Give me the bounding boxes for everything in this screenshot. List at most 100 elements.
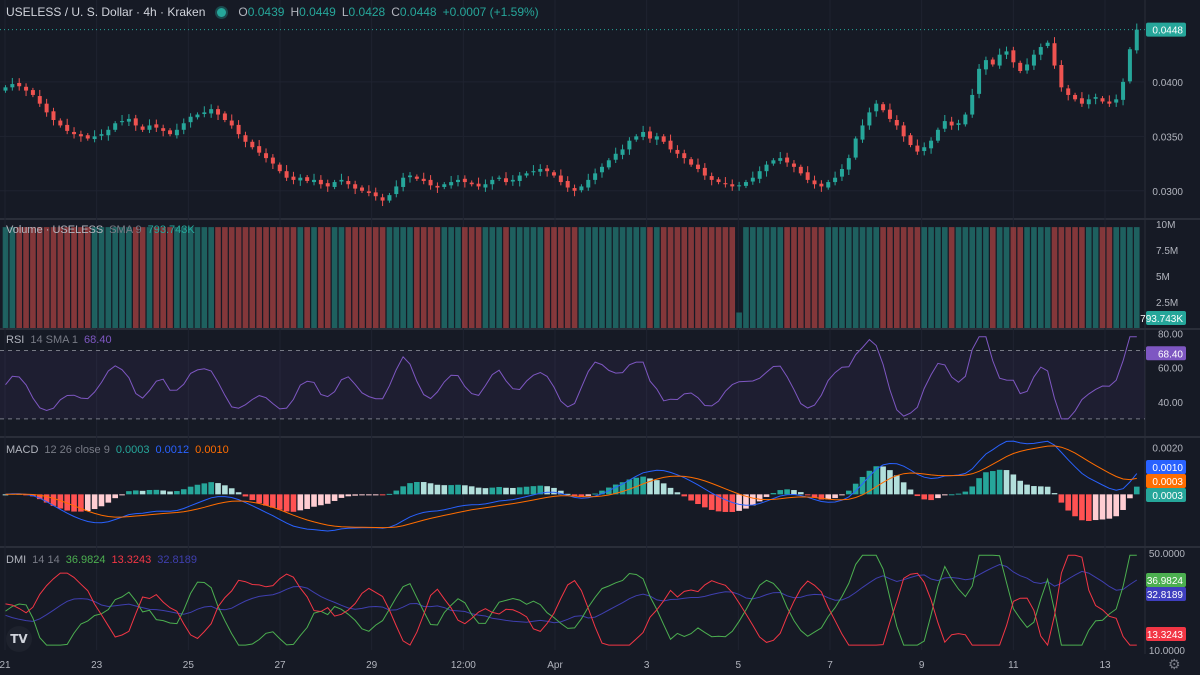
candle-body <box>380 197 385 201</box>
candle <box>1121 78 1126 106</box>
candle-body <box>565 180 570 188</box>
macd-hist-bar <box>448 485 454 495</box>
macd-hist-bar <box>941 494 948 496</box>
volume-bar <box>1031 227 1037 328</box>
volume-bar <box>427 227 434 328</box>
candle-body <box>92 136 97 140</box>
volume-bar <box>468 227 475 328</box>
candle-body <box>963 114 968 125</box>
candle <box>737 181 742 191</box>
symbol-title[interactable]: USELESS / U. S. Dollar · 4h · Kraken <box>6 5 206 19</box>
macd-hist-bar <box>455 484 461 495</box>
macd-hist-bar <box>599 490 605 495</box>
candle <box>750 171 755 185</box>
volume-bar <box>852 227 859 328</box>
macd-hist-bar <box>640 476 646 495</box>
candle <box>839 164 844 181</box>
candle <box>126 114 131 126</box>
volume-bar <box>503 227 509 328</box>
candle <box>791 160 796 173</box>
candle <box>579 184 584 193</box>
candle <box>620 144 625 160</box>
candle-body <box>312 179 317 183</box>
candle <box>305 174 310 184</box>
candle-body <box>1073 94 1078 100</box>
candle-body <box>977 68 982 94</box>
volume-bar <box>393 227 400 328</box>
candle <box>113 121 118 132</box>
candle-body <box>291 176 296 180</box>
macd-hist-bar <box>468 486 475 495</box>
candle-body <box>298 177 303 181</box>
macd-hist-bar <box>708 494 715 510</box>
time-tick-label: Apr <box>547 660 563 671</box>
candle-body <box>277 164 282 172</box>
candle-body <box>647 131 652 139</box>
candle <box>360 185 365 193</box>
candle <box>634 134 639 142</box>
volume-bar <box>612 227 619 328</box>
macd-hist-bar <box>612 484 619 495</box>
candle-body <box>620 149 625 155</box>
volume-bar <box>359 227 365 328</box>
volume-bar <box>1120 227 1126 328</box>
candle-body <box>346 180 351 185</box>
macd-hist-bar <box>105 494 112 503</box>
rsi-line <box>5 336 1137 420</box>
candle-body <box>908 135 913 146</box>
macd-hist-bar <box>187 486 194 495</box>
volume-bar <box>846 227 852 328</box>
volume-bar <box>263 227 269 328</box>
macd-hist-bar <box>846 490 852 495</box>
macd-title: MACD <box>6 444 39 456</box>
macd-hist-bar <box>379 494 386 496</box>
macd-hist-bar <box>736 494 742 511</box>
volume-bar <box>1127 227 1133 328</box>
time-tick-label: 3 <box>644 660 650 671</box>
candle-body <box>654 136 659 140</box>
candle-body <box>750 177 755 182</box>
volume-bar <box>126 227 132 328</box>
volume-bar <box>482 227 489 328</box>
volume-params: SMA 9 <box>109 224 142 236</box>
macd-hist-bar <box>1017 480 1024 495</box>
candle <box>1107 95 1112 107</box>
macd-hist-bar <box>1106 494 1113 519</box>
candle-body <box>99 134 104 136</box>
tradingview-logo[interactable]: TV <box>6 626 32 652</box>
rsi-last-badge: 68.40 <box>1146 346 1186 361</box>
dmi-legend[interactable]: DMI 14 14 36.9824 13.3243 32.8189 <box>6 554 197 566</box>
volume-bar <box>1113 227 1120 328</box>
candle-body <box>442 184 447 187</box>
volume-bar <box>777 227 784 328</box>
candle-body <box>627 140 632 150</box>
candle-body <box>819 183 824 187</box>
macd-hist-bar <box>989 471 996 495</box>
macd-hist-bar <box>647 478 653 495</box>
candle <box>3 85 8 93</box>
candle-body <box>30 90 35 95</box>
candle-body <box>682 153 687 159</box>
volume-bar <box>228 227 235 328</box>
candle-body <box>421 178 426 181</box>
volume-bar <box>818 227 825 328</box>
candle-body <box>881 104 886 111</box>
candle-body <box>1025 64 1030 71</box>
rsi-legend[interactable]: RSI 14 SMA 1 68.40 <box>6 334 112 346</box>
macd-hist-bar <box>654 480 660 495</box>
volume-bar <box>606 227 612 328</box>
candle <box>503 172 508 186</box>
volume-bar <box>798 227 804 328</box>
candle-body <box>284 171 289 178</box>
volume-bar <box>544 227 550 328</box>
settings-gear-icon[interactable]: ⚙ <box>1168 656 1181 672</box>
time-tick-label: 9 <box>919 660 925 671</box>
macd-hist-bar <box>948 494 955 496</box>
volume-legend[interactable]: Volume · USELESS SMA 9 793.743K <box>6 224 195 236</box>
volume-bar <box>804 227 811 328</box>
macd-hist-bar <box>880 466 886 495</box>
dmi-adx-line <box>5 563 1138 624</box>
macd-legend[interactable]: MACD 12 26 close 9 0.0003 0.0012 0.0010 <box>6 444 229 456</box>
macd-hist-bar <box>222 485 228 495</box>
